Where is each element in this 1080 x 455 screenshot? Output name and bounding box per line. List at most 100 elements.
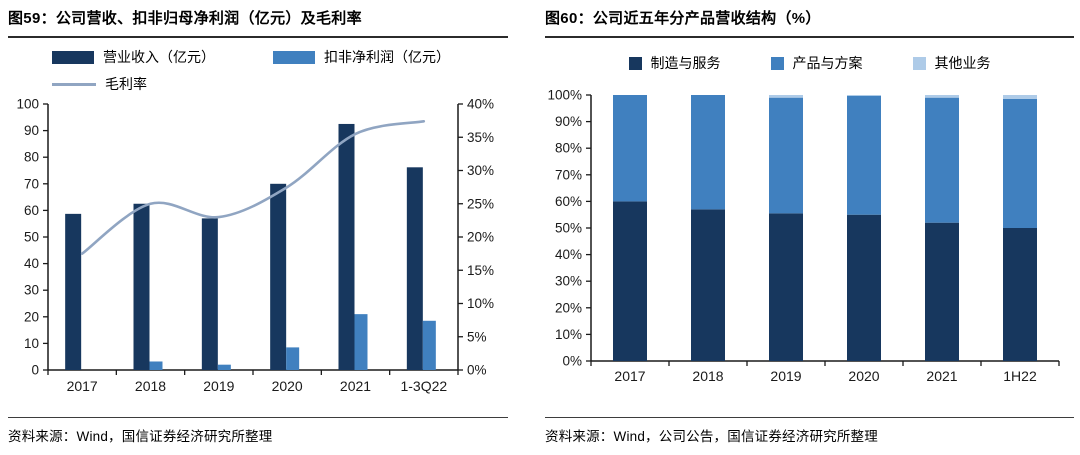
legend-item: 毛利率 <box>52 74 147 94</box>
x-category-label: 2018 <box>692 368 723 384</box>
legend-label: 其他业务 <box>934 55 991 72</box>
left-axis-tick-label: 100 <box>16 97 39 112</box>
legend-square-swatch <box>628 56 642 70</box>
legend-label: 扣非净利润（亿元） <box>324 49 450 66</box>
figure-60-panel: 图60：公司近五年分产品营收结构（%） 制造与服务 产品与方案 其他业务 0% 10%… <box>540 0 1080 455</box>
stack-segment <box>613 95 647 202</box>
revenue-bar <box>406 167 423 371</box>
legend-bar-swatch <box>52 50 94 64</box>
stack-segment <box>769 213 803 362</box>
left-axis-tick-label: 70 <box>24 177 39 192</box>
left-axis-tick-label: 40 <box>24 256 39 271</box>
figure-59-source: 资料来源：Wind，国信证券经济研究所整理 <box>8 429 273 444</box>
x-category-label: 1H22 <box>1003 368 1037 384</box>
right-axis-tick-label: 40% <box>467 97 494 112</box>
y-axis-tick-label: 10% <box>555 327 582 342</box>
right-axis-tick-label: 10% <box>467 296 494 311</box>
figure-59-source-divider <box>8 417 508 418</box>
x-category-label: 2021 <box>926 368 957 384</box>
y-axis-tick-label: 20% <box>555 301 582 316</box>
figure-59-legend: 营业收入（亿元） 扣非净利润（亿元） 毛利率 <box>52 47 504 94</box>
legend-item: 其他业务 <box>912 53 991 73</box>
stack-segment <box>691 95 725 210</box>
left-axis-tick-label: 60 <box>24 203 39 218</box>
legend-square-swatch <box>770 56 784 70</box>
legend-label: 产品与方案 <box>792 55 863 72</box>
stack-segment <box>769 97 803 214</box>
profit-bar <box>149 361 163 371</box>
left-axis-tick-label: 0 <box>31 363 39 378</box>
legend-item: 扣非净利润（亿元） <box>273 47 450 67</box>
y-axis-tick-label: 60% <box>555 194 582 209</box>
legend-bar-swatch <box>273 50 315 64</box>
figure-59-title: 图59：公司营收、扣非归母净利润（亿元）及毛利率 <box>8 10 362 27</box>
left-axis-tick-label: 10 <box>24 336 39 351</box>
revenue-bar <box>270 184 287 371</box>
left-axis-tick-label: 90 <box>24 123 39 138</box>
x-category-label: 2020 <box>848 368 879 384</box>
profit-bar <box>354 314 368 371</box>
right-axis-tick-label: 20% <box>467 230 494 245</box>
figure-59-panel: 图59：公司营收、扣非归母净利润（亿元）及毛利率 营业收入（亿元） 扣非净利润（亿… <box>8 10 508 444</box>
y-axis-tick-label: 0% <box>562 354 582 369</box>
figure-60-legend: 制造与服务 产品与方案 其他业务 <box>628 53 991 73</box>
legend-square-swatch <box>912 56 926 70</box>
right-axis-tick-label: 15% <box>467 263 494 278</box>
revenue-profit-margin-chart: 0 10 20 30 40 50 60 70 80 90 100 0% 5% 10% 15% 20% 25% 30… <box>16 97 494 395</box>
x-category-label: 2018 <box>135 378 166 394</box>
x-category-label: 2017 <box>67 378 98 394</box>
right-axis-tick-label: 30% <box>467 163 494 178</box>
gross-margin-line <box>80 120 426 256</box>
stack-segment <box>925 95 959 98</box>
profit-bar <box>422 321 436 371</box>
figure-60-title-underline <box>545 36 1074 39</box>
revenue-bar <box>338 124 355 371</box>
x-category-label: 2021 <box>340 378 371 394</box>
stack-segment <box>769 95 803 98</box>
right-axis-tick-label: 25% <box>467 197 494 212</box>
left-axis-tick-label: 30 <box>24 283 39 298</box>
stack-segment <box>925 97 959 223</box>
product-revenue-structure-chart: 0% 10% 20% 30% 40% 50% 60% 70% 80% 90% 100% 2017 201… <box>547 88 1060 384</box>
y-axis-tick-label: 90% <box>555 114 582 129</box>
right-axis-tick-label: 35% <box>467 130 494 145</box>
stack-segment <box>691 209 725 362</box>
legend-item: 产品与方案 <box>770 53 863 73</box>
x-category-label: 1-3Q22 <box>400 378 447 394</box>
y-axis-tick-label: 70% <box>555 168 582 183</box>
figure-60-title: 图60：公司近五年分产品营收结构（%） <box>545 10 821 27</box>
stack-segment <box>847 96 881 215</box>
left-axis-tick-label: 80 <box>24 150 39 165</box>
legend-item: 营业收入（亿元） <box>52 47 215 67</box>
x-category-label: 2019 <box>203 378 234 394</box>
stack-segment <box>1003 99 1037 229</box>
x-category-label: 2017 <box>614 368 645 384</box>
stack-segment <box>613 201 647 362</box>
profit-bar <box>286 347 300 371</box>
y-axis-tick-label: 50% <box>555 221 582 236</box>
stack-segment <box>847 214 881 362</box>
x-category-label: 2020 <box>272 378 303 394</box>
stack-segment <box>1003 228 1037 362</box>
right-axis-tick-label: 5% <box>467 330 487 345</box>
stack-segment <box>1003 95 1037 100</box>
stack-segment <box>925 222 959 362</box>
x-category-label: 2019 <box>770 368 801 384</box>
revenue-bar <box>133 204 150 371</box>
figure-60-source-divider <box>545 417 1074 418</box>
legend-label: 营业收入（亿元） <box>103 49 215 66</box>
figure-60-source: 资料来源：Wind，公司公告，国信证券经济研究所整理 <box>545 429 878 444</box>
y-axis-tick-label: 30% <box>555 274 582 289</box>
left-axis-tick-label: 50 <box>24 230 39 245</box>
figure-59-title-underline <box>8 36 508 39</box>
profit-bar <box>217 364 231 371</box>
legend-item: 制造与服务 <box>628 53 721 73</box>
revenue-bar <box>65 214 82 371</box>
legend-label: 毛利率 <box>105 76 147 93</box>
left-axis-tick-label: 20 <box>24 310 39 325</box>
stack-segment <box>847 95 881 97</box>
y-axis-tick-label: 80% <box>555 141 582 156</box>
right-axis-tick-label: 0% <box>467 363 487 378</box>
y-axis-tick-label: 40% <box>555 247 582 262</box>
